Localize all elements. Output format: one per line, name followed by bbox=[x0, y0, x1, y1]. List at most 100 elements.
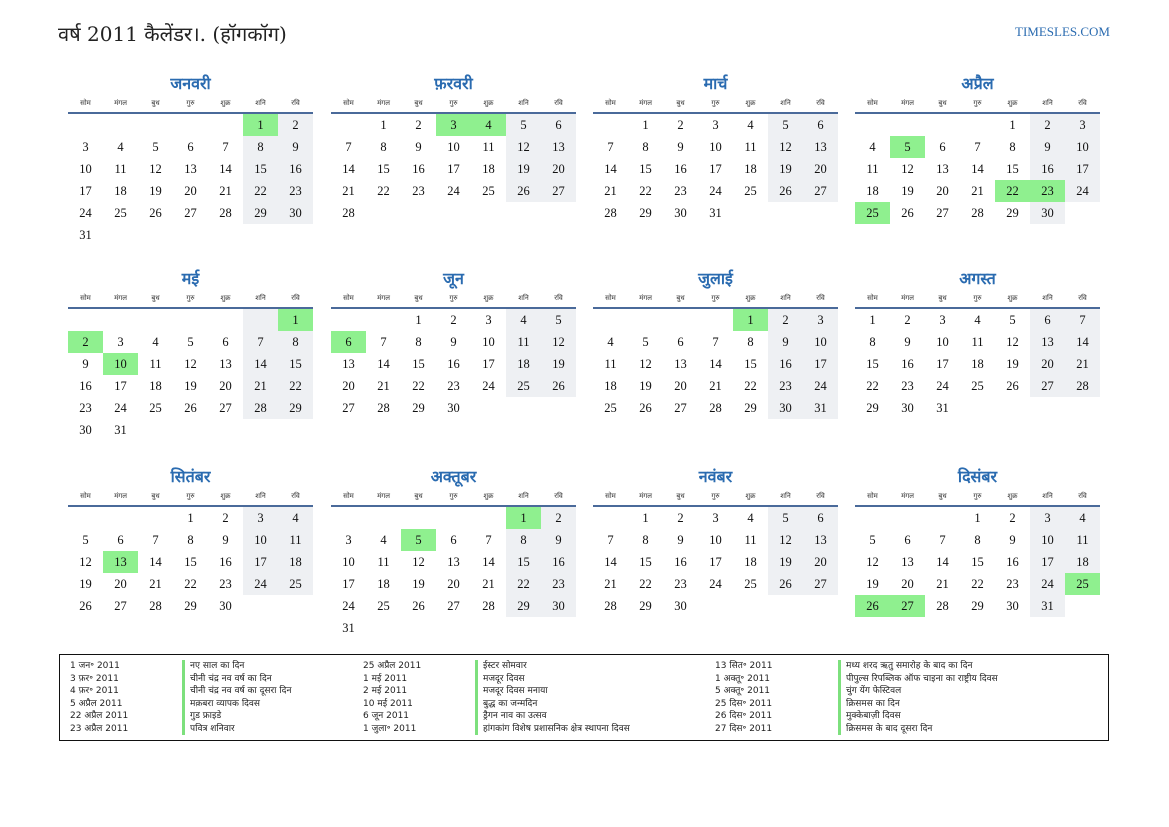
day-cell: 28 bbox=[149, 598, 162, 613]
day-cell: 19 bbox=[1006, 356, 1019, 371]
empty-day-cell bbox=[366, 309, 401, 331]
weekday-label: सोम bbox=[605, 294, 616, 302]
legend-date: 13 सित॰ 2011 bbox=[715, 661, 773, 671]
day-cell: 17 bbox=[79, 183, 92, 198]
day-cell: 27 bbox=[1030, 375, 1065, 397]
empty-day-cell bbox=[138, 309, 173, 331]
weekday-label: शनि bbox=[518, 294, 529, 302]
day-cell: 25 bbox=[744, 576, 757, 591]
weekday-label: मंगल bbox=[639, 99, 652, 107]
day-cell: 3 bbox=[1030, 507, 1065, 529]
day-cell: 25 bbox=[377, 598, 390, 613]
day-cell: 14 bbox=[243, 353, 278, 375]
day-cell: 7 bbox=[380, 334, 387, 349]
day-cell: 24 bbox=[936, 378, 949, 393]
day-cell: 16 bbox=[1030, 158, 1065, 180]
day-cell: 28 bbox=[482, 598, 495, 613]
day-cell: 25 bbox=[855, 202, 890, 224]
day-cell: 6 bbox=[187, 139, 194, 154]
day-cell: 14 bbox=[709, 356, 722, 371]
empty-day-cell bbox=[138, 114, 173, 136]
empty-day-cell bbox=[68, 309, 103, 331]
day-cell: 31 bbox=[342, 620, 355, 635]
day-cell: 11 bbox=[1065, 529, 1100, 551]
day-cell: 3 bbox=[345, 532, 352, 547]
day-cell: 27 bbox=[342, 400, 355, 415]
day-cell: 26 bbox=[149, 205, 162, 220]
day-cell: 13 bbox=[342, 356, 355, 371]
day-cell: 30 bbox=[278, 202, 313, 224]
day-cell: 15 bbox=[639, 161, 652, 176]
month-name: जनवरी bbox=[170, 74, 211, 93]
day-cell: 4 bbox=[380, 532, 387, 547]
empty-day-cell bbox=[698, 309, 733, 331]
page-title: वर्ष 2011 कैलेंडर।. (हॉगकॉग) bbox=[58, 22, 287, 46]
day-cell: 5 bbox=[1009, 312, 1016, 327]
weekday-label: बुध bbox=[676, 294, 685, 302]
day-cell: 21 bbox=[936, 576, 949, 591]
day-cell: 25 bbox=[971, 378, 984, 393]
day-cell: 13 bbox=[447, 554, 460, 569]
day-cell: 26 bbox=[901, 205, 914, 220]
weekday-label: शुक्र bbox=[745, 492, 756, 500]
day-cell: 3 bbox=[436, 114, 471, 136]
day-cell: 12 bbox=[639, 356, 652, 371]
day-cell: 6 bbox=[222, 334, 229, 349]
day-cell: 5 bbox=[506, 114, 541, 136]
weekday-label: शनि bbox=[1042, 99, 1053, 107]
day-cell: 29 bbox=[971, 598, 984, 613]
day-cell: 2 bbox=[68, 331, 103, 353]
day-cell: 3 bbox=[243, 507, 278, 529]
weekday-header: सोम मंगल बुध गुरु शुक्र शनि रवि bbox=[593, 489, 838, 507]
day-cell: 23 bbox=[1006, 576, 1019, 591]
weekday-label: शनि bbox=[780, 294, 791, 302]
weekday-label: शुक्र bbox=[220, 99, 231, 107]
day-cell: 13 bbox=[541, 136, 576, 158]
day-cell: 11 bbox=[744, 532, 757, 547]
day-cell: 2 bbox=[541, 507, 576, 529]
weekday-label: मंगल bbox=[639, 294, 652, 302]
day-cell: 28 bbox=[377, 400, 390, 415]
weekday-label: मंगल bbox=[114, 294, 127, 302]
empty-day-cell bbox=[243, 309, 278, 331]
day-cell: 28 bbox=[709, 400, 722, 415]
day-cell: 14 bbox=[219, 161, 232, 176]
legend-date: 1 मई 2011 bbox=[363, 673, 408, 684]
day-cell: 2 bbox=[904, 312, 911, 327]
day-cell: 8 bbox=[187, 532, 194, 547]
month-calendar: फ़रवरी सोम मंगल बुध गुरु शुक्र शनि रवि 1 2 3 4 5 6 7 8 9… bbox=[331, 72, 576, 224]
legend-holiday-name: पीपुल्स रिपब्लिक ऑफ चाइना का राष्ट्रीय द… bbox=[838, 672, 998, 685]
brand-link[interactable]: TIMESLES.COM bbox=[1015, 24, 1110, 39]
day-cell: 9 bbox=[677, 532, 684, 547]
day-cell: 23 bbox=[768, 375, 803, 397]
day-cell: 17 bbox=[114, 378, 127, 393]
day-cell: 30 bbox=[674, 205, 687, 220]
weekday-label: सोम bbox=[867, 492, 878, 500]
day-cell: 2 bbox=[1030, 114, 1065, 136]
day-cell: 10 bbox=[447, 139, 460, 154]
day-cell: 6 bbox=[677, 334, 684, 349]
legend-holiday-name: क्रिसमस के बाद दूसरा दिन bbox=[838, 722, 998, 735]
legend-date: 26 दिस॰ 2011 bbox=[715, 711, 773, 721]
day-cell: 11 bbox=[744, 139, 757, 154]
weekday-label: बुध bbox=[938, 492, 947, 500]
month-calendar: सितंबर सोम मंगल बुध गुरु शुक्र शनि रवि 1 2 3 4 5 6 7 8 9… bbox=[68, 465, 313, 617]
day-cell: 24 bbox=[709, 576, 722, 591]
days-grid: 1 2 3 4 5 6 7 8 9 10 11 12 13 14 15 16 17 18 19 20 21 22 23 24 2… bbox=[855, 114, 1100, 224]
day-cell: 27 bbox=[803, 573, 838, 595]
day-cell: 2 bbox=[278, 114, 313, 136]
day-cell: 8 bbox=[243, 136, 278, 158]
day-cell: 12 bbox=[768, 529, 803, 551]
day-cell: 26 bbox=[768, 573, 803, 595]
weekday-label: गुरु bbox=[973, 492, 982, 500]
day-cell: 10 bbox=[936, 334, 949, 349]
day-cell: 6 bbox=[117, 532, 124, 547]
empty-day-cell bbox=[663, 309, 698, 331]
day-cell: 27 bbox=[890, 595, 925, 617]
legend-holiday-name: मजदूर दिवस मनाया bbox=[475, 685, 630, 698]
day-cell: 15 bbox=[278, 353, 313, 375]
weekday-label: रवि bbox=[1078, 99, 1087, 107]
day-cell: 29 bbox=[412, 400, 425, 415]
day-cell: 1 bbox=[187, 510, 194, 525]
weekday-label: बुध bbox=[676, 99, 685, 107]
